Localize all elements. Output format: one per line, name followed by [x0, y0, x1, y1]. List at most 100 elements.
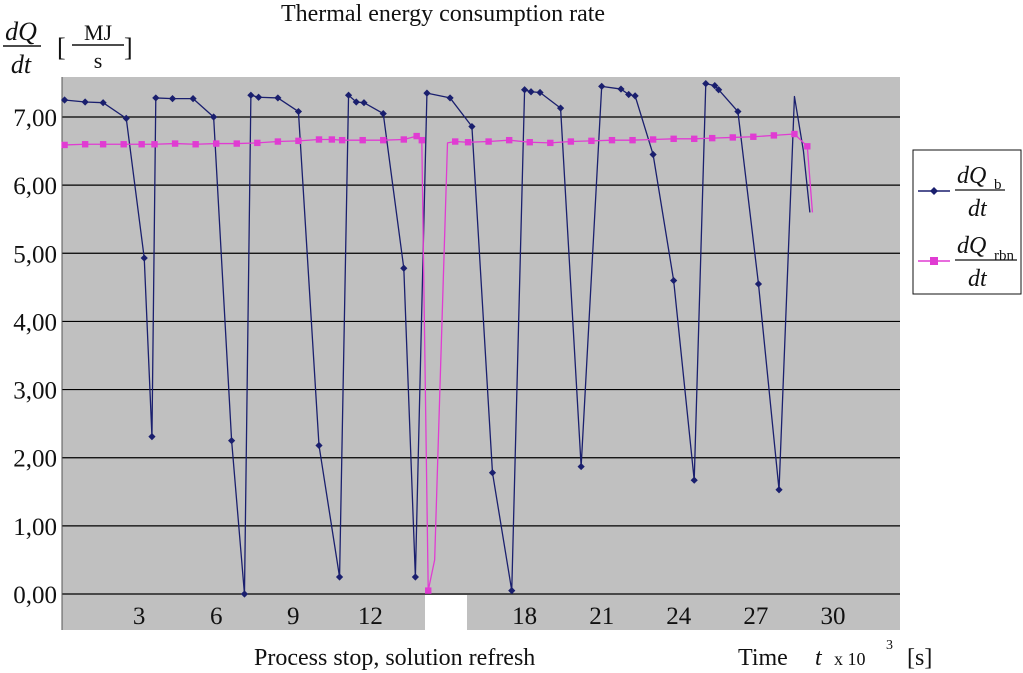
data-point: [328, 136, 336, 143]
y-unit-open-bracket: [: [57, 33, 66, 62]
data-point: [400, 136, 408, 143]
legend: dQ b dt dQ rbn dt: [912, 149, 1022, 295]
series-layer: [60, 80, 814, 598]
x-tick-label: 30: [821, 603, 846, 630]
y-tick-label: 6,00: [13, 173, 57, 200]
x-tick-label: 24: [666, 603, 692, 630]
data-point: [485, 138, 492, 145]
data-point: [418, 136, 425, 144]
data-point: [468, 122, 476, 131]
data-point: [577, 462, 585, 471]
data-point: [152, 94, 160, 102]
x-label-time: Time: [738, 645, 788, 671]
data-point: [335, 573, 344, 581]
data-point: [729, 134, 736, 141]
data-point: [411, 573, 419, 581]
data-point: [400, 264, 408, 272]
data-point: [425, 587, 432, 594]
data-point: [625, 90, 633, 99]
y-label-denominator: dt: [11, 50, 32, 79]
data-point: [711, 82, 719, 90]
data-point: [81, 98, 89, 106]
data-point: [775, 486, 783, 494]
data-point: [254, 139, 261, 147]
grid-lines: [61, 77, 900, 630]
plot-area: [62, 77, 900, 630]
data-point: [352, 98, 360, 106]
x-tick-label: 12: [358, 603, 383, 630]
data-point: [690, 476, 698, 484]
data-point: [804, 143, 811, 150]
x-tick-label: 27: [743, 603, 768, 630]
data-point: [464, 139, 472, 146]
y-tick-label: 1,00: [13, 514, 57, 541]
data-point: [315, 441, 323, 450]
data-point: [527, 88, 535, 96]
legend-b-subscript: b: [994, 177, 1002, 193]
data-point: [171, 140, 179, 147]
data-point: [168, 95, 177, 103]
data-point: [452, 138, 459, 145]
y-tick-labels: 0,00 1,00 2,00 3,00 4,00 5,00 6,00 7,00: [13, 105, 57, 609]
x-label-unit: [s]: [907, 645, 932, 671]
data-point: [61, 141, 68, 149]
data-point: [617, 85, 625, 93]
data-point: [488, 469, 497, 477]
axis-gap: [425, 595, 467, 631]
y-unit-close-bracket: ]: [124, 33, 133, 62]
data-point: [140, 254, 148, 262]
data-point: [295, 137, 302, 145]
data-point: [379, 109, 387, 118]
data-point: [670, 276, 678, 285]
data-point: [608, 136, 616, 144]
x-tick-label: 3: [133, 603, 146, 630]
data-point: [380, 136, 387, 144]
data-point: [508, 586, 516, 595]
data-point: [228, 437, 236, 445]
y-unit-denominator: s: [94, 48, 103, 73]
x-tick-label: 18: [512, 603, 537, 630]
data-point: [344, 91, 353, 99]
data-point: [274, 94, 282, 102]
data-point: [294, 107, 303, 116]
data-point: [192, 141, 199, 148]
data-point: [715, 86, 723, 94]
data-point: [446, 94, 454, 102]
data-point: [148, 432, 156, 441]
chart-title: Thermal energy consumption rate: [281, 1, 605, 27]
data-point: [151, 141, 158, 148]
data-point: [691, 135, 698, 143]
legend-b-marker: [930, 187, 938, 195]
legend-rbn-denominator: dt: [968, 266, 988, 292]
data-point: [670, 135, 677, 143]
data-point: [556, 104, 565, 112]
legend-b-numerator: dQ: [957, 163, 986, 189]
data-point: [360, 99, 368, 107]
data-point: [99, 99, 107, 107]
process-stop-annotation: Process stop, solution refresh: [254, 645, 535, 671]
data-point: [240, 590, 249, 598]
data-point: [521, 86, 529, 94]
data-point: [81, 141, 89, 148]
data-point: [255, 93, 263, 101]
y-tick-label: 0,00: [13, 582, 57, 609]
data-point: [423, 89, 431, 97]
data-point: [649, 136, 657, 143]
data-point: [120, 141, 127, 148]
legend-entry-rbn: dQ rbn dt: [918, 233, 1017, 292]
data-point: [770, 132, 778, 139]
data-point: [505, 136, 513, 144]
legend-b-denominator: dt: [968, 196, 988, 222]
series-line-1: [64, 133, 814, 592]
data-point: [567, 138, 575, 145]
data-point: [210, 113, 218, 121]
data-point: [754, 280, 763, 288]
x-tick-labels: 3 6 9 12 18 21 24 27 30: [133, 603, 846, 630]
legend-rbn-numerator: dQ: [957, 233, 986, 259]
legend-rbn-marker: [930, 257, 938, 265]
data-point: [213, 140, 220, 147]
data-point: [189, 95, 197, 103]
data-point: [122, 114, 130, 122]
y-tick-label: 3,00: [13, 378, 57, 405]
